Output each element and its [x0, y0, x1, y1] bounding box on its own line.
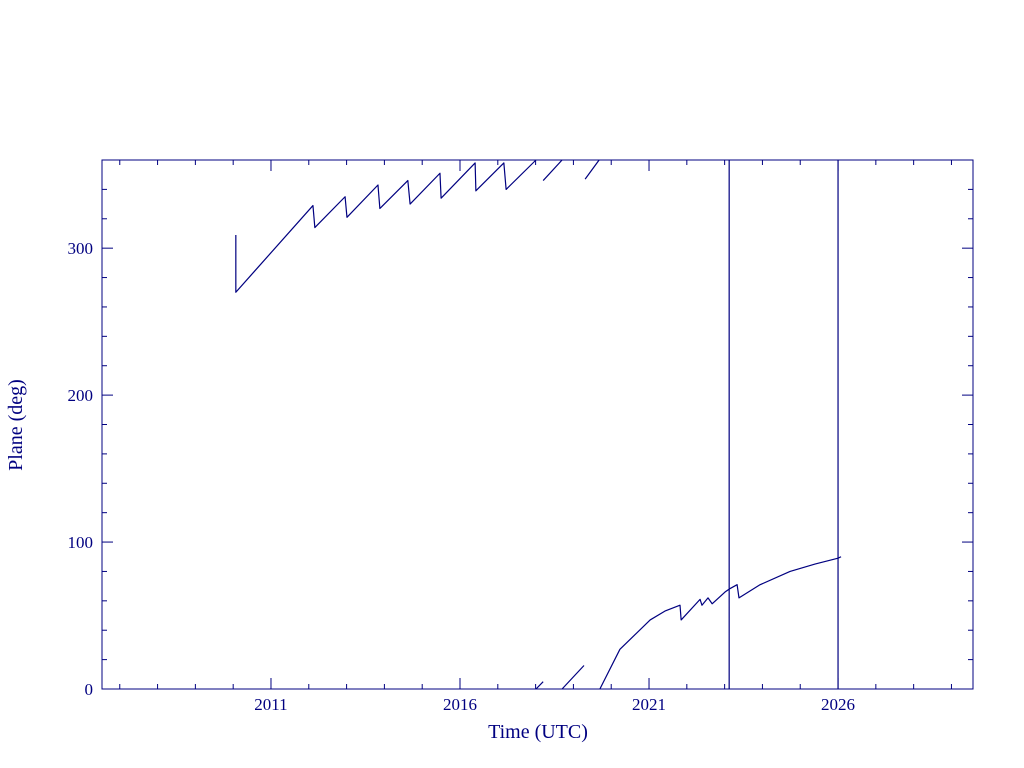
- x-tick-label: 2016: [443, 695, 477, 714]
- y-tick-label: 200: [68, 386, 94, 405]
- x-axis-label: Time (UTC): [488, 721, 588, 743]
- x-tick-label: 2021: [632, 695, 666, 714]
- y-tick-label: 100: [68, 533, 94, 552]
- x-tick-label: 2026: [821, 695, 855, 714]
- plot-frame: [101, 159, 974, 690]
- y-axis-label: Plane (deg): [5, 379, 27, 471]
- y-tick-label: 300: [68, 239, 94, 258]
- x-tick-label: 2011: [254, 695, 287, 714]
- y-tick-label: 0: [85, 680, 94, 699]
- data-line: [235, 159, 842, 690]
